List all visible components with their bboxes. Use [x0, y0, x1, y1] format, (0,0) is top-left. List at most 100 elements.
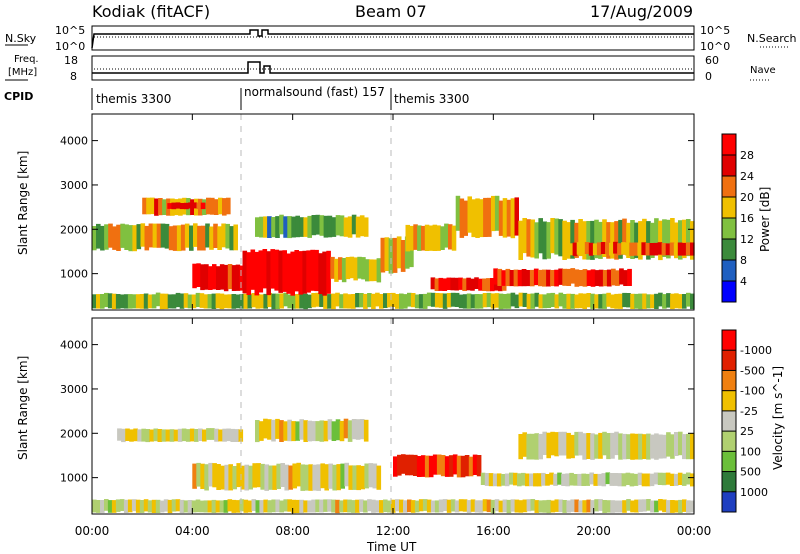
- power-region-0-cell: [363, 293, 368, 309]
- power-region-1-cell: [100, 225, 105, 251]
- velocity-region-3-cell: [303, 420, 308, 442]
- power-region-0-cell: [175, 292, 181, 308]
- cpid-segment-2: normalsound (fast) 157: [244, 85, 385, 99]
- power-region-5-cell: [246, 252, 252, 295]
- power-ytick-label: 2000: [60, 223, 88, 236]
- power-region-0-cell: [510, 292, 516, 307]
- velocity-region-0-cell: [223, 500, 229, 513]
- time-tick-label: 12:00: [376, 524, 411, 538]
- velocity-region-3-cell: [263, 418, 268, 439]
- velocity-region-1-cell: [165, 429, 171, 442]
- power-region-7-cell: [259, 216, 264, 238]
- power-region-10-cell: [470, 278, 475, 291]
- velocity-region-0-cell: [554, 499, 560, 512]
- power-region-13-cell: [530, 219, 535, 258]
- velocity-region-0-cell: [422, 499, 428, 511]
- power-region-0-cell: [223, 294, 229, 309]
- velocity-region-0-cell: [287, 499, 292, 512]
- power-region-0-cell: [542, 294, 548, 309]
- nave-tick-top: 60: [705, 54, 719, 67]
- velocity-region-0-cell: [291, 499, 296, 514]
- power-region-1-cell: [104, 224, 109, 250]
- power-region-12-cell: [627, 268, 632, 286]
- power-region-7-cell: [279, 214, 284, 235]
- velocity-region-1-cell: [173, 429, 179, 442]
- power-region-12-cell: [533, 268, 539, 286]
- velocity-region-0-cell: [650, 500, 655, 513]
- power-colorbar-swatch: [722, 134, 736, 155]
- velocity-region-4-cell: [420, 455, 426, 477]
- velocity-ytick-label: 3000: [60, 383, 88, 396]
- velocity-region-0-cell: [395, 499, 400, 512]
- velocity-colorbar-swatch: [722, 410, 736, 432]
- power-region-0-cell: [626, 293, 631, 308]
- velocity-region-4-cell: [464, 455, 470, 477]
- power-region-1-cell: [172, 225, 178, 251]
- power-region-13-cell: [622, 218, 627, 255]
- velocity-region-0-cell: [426, 499, 432, 513]
- power-region-0-cell: [135, 294, 141, 309]
- power-region-0-cell: [291, 294, 296, 309]
- power-region-0-cell: [538, 294, 544, 309]
- beam-title: Beam 07: [355, 2, 427, 21]
- velocity-region-0-cell: [666, 500, 671, 513]
- power-region-0-cell: [243, 293, 249, 309]
- power-region-13-cell: [522, 218, 527, 254]
- power-region-7-cell: [263, 216, 268, 238]
- power-region-7-cell: [299, 217, 304, 237]
- velocity-region-0-cell: [331, 499, 336, 513]
- power-region-14-cell: [568, 243, 574, 256]
- velocity-region-0-cell: [570, 499, 575, 512]
- velocity-region-5-cell: [597, 473, 603, 486]
- velocity-region-2-cell: [344, 462, 349, 487]
- velocity-region-2-cell: [316, 464, 321, 491]
- velocity-region-3-cell: [275, 418, 280, 439]
- power-region-0-cell: [391, 292, 396, 307]
- power-region-0-cell: [662, 294, 667, 309]
- power-region-0-cell: [630, 293, 635, 309]
- power-region-2-cell: [142, 197, 147, 215]
- velocity-region-0-cell: [638, 499, 643, 512]
- power-region-0-cell: [678, 294, 683, 309]
- velocity-region-5-cell: [629, 473, 635, 487]
- power-region-9-cell: [409, 225, 414, 251]
- power-region-10-cell: [466, 277, 471, 291]
- velocity-region-5-cell: [690, 473, 695, 487]
- velocity-region-0-cell: [658, 499, 663, 511]
- velocity-region-3-cell: [355, 419, 361, 440]
- velocity-region-6-cell: [610, 432, 615, 459]
- power-region-12-cell: [554, 269, 559, 287]
- power-region-14-cell: [657, 242, 663, 255]
- nsky-tick-bottom: 10^0: [55, 40, 85, 53]
- power-region-12-cell: [566, 268, 572, 286]
- power-region-12-cell: [570, 268, 576, 284]
- power-region-8-cell: [409, 236, 414, 268]
- velocity-region-5-cell: [561, 473, 566, 486]
- velocity-region-3-cell: [331, 421, 337, 441]
- power-region-12-cell: [521, 269, 527, 287]
- velocity-region-0-cell: [446, 499, 452, 513]
- freq-tick-top: 18: [64, 54, 78, 67]
- power-colorbar-swatch: [722, 197, 736, 218]
- velocity-region-0-cell: [582, 500, 587, 513]
- power-region-0-cell: [530, 293, 536, 309]
- power-region-13-cell: [582, 221, 587, 260]
- power-region-8-cell: [404, 236, 410, 269]
- power-region-7-cell: [347, 216, 353, 238]
- velocity-region-4-cell: [444, 456, 450, 477]
- velocity-region-2-cell: [220, 465, 225, 490]
- velocity-region-0-cell: [96, 500, 101, 513]
- power-region-0-cell: [219, 293, 225, 310]
- power-region-6-cell: [376, 258, 382, 283]
- power-region-0-cell: [642, 293, 647, 309]
- velocity-region-1-cell: [194, 429, 199, 442]
- power-region-5-cell: [254, 251, 260, 296]
- power-region-1-cell: [112, 226, 117, 250]
- velocity-region-0-cell: [355, 499, 360, 513]
- power-region-14-cell: [629, 242, 634, 256]
- power-region-2-cell: [150, 197, 155, 215]
- power-region-1-cell: [160, 223, 166, 248]
- velocity-region-4-cell: [397, 454, 402, 476]
- power-region-13-cell: [538, 218, 543, 254]
- velocity-region-0-cell: [686, 500, 691, 513]
